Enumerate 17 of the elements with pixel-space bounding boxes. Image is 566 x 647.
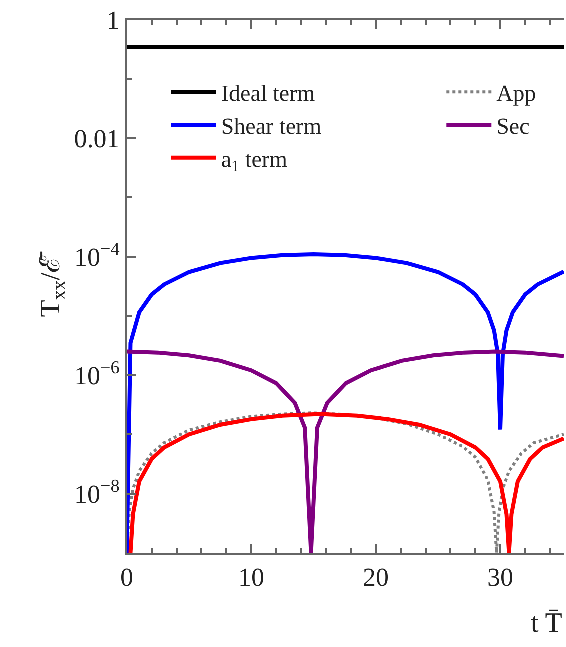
legend-label: Shear term bbox=[221, 114, 322, 139]
line-series bbox=[127, 252, 564, 553]
x-tick-label: 30 bbox=[488, 563, 514, 592]
y-tick-label: 1 bbox=[106, 6, 120, 36]
legend-label: Ideal term bbox=[221, 81, 316, 106]
x-tick-label: 0 bbox=[120, 563, 134, 592]
legend-label: a$_{1}$ term bbox=[221, 146, 288, 176]
y-tick-label: 10$^{−4}$ bbox=[74, 239, 120, 272]
line-series bbox=[127, 350, 564, 553]
y-tick-label: 0.01 bbox=[74, 124, 120, 154]
legend-label: App bbox=[496, 81, 536, 106]
x-tick-label: 10 bbox=[238, 563, 264, 592]
y-tick-label: 10$^{−8}$ bbox=[74, 476, 120, 509]
y-tick-label: 10$^{−6}$ bbox=[74, 358, 120, 390]
legend-label: Sec bbox=[496, 114, 530, 139]
x-axis-title: t T̄ bbox=[531, 608, 562, 639]
x-tick-label: 20 bbox=[363, 563, 389, 592]
